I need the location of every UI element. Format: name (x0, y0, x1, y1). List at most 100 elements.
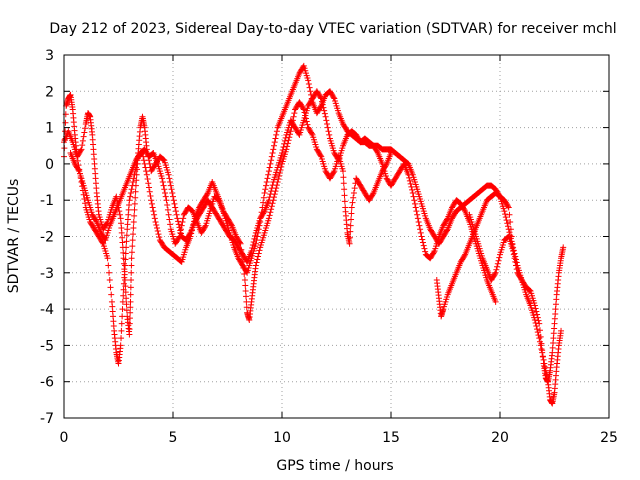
data-point (266, 212, 273, 219)
data-point (149, 204, 156, 211)
data-point (128, 249, 135, 256)
data-point (284, 143, 291, 150)
data-point (248, 248, 255, 255)
data-point (308, 130, 315, 137)
data-point (79, 137, 86, 144)
data-point (285, 137, 292, 144)
data-point (116, 211, 123, 218)
data-point (539, 353, 546, 360)
data-point (558, 327, 565, 334)
data-point (306, 84, 313, 91)
data-point (128, 186, 135, 193)
data-point (275, 176, 282, 183)
data-point (351, 185, 358, 192)
data-point (153, 222, 160, 229)
data-point (347, 228, 354, 235)
data-point (167, 221, 174, 228)
data-point (406, 174, 413, 181)
data-point (120, 255, 127, 262)
data-point (130, 231, 137, 238)
data-point (120, 249, 127, 256)
data-point (123, 238, 130, 245)
data-point (330, 169, 337, 176)
data-point (409, 186, 416, 193)
data-point (418, 233, 425, 240)
data-point (304, 121, 311, 128)
data-point (493, 266, 500, 273)
data-point (267, 160, 274, 167)
data-point (341, 186, 348, 193)
data-point (287, 128, 294, 135)
data-point (154, 225, 161, 232)
data-point (142, 164, 149, 171)
y-tick-label: 1 (45, 121, 54, 137)
data-point (188, 206, 195, 213)
data-point (252, 262, 259, 269)
data-point (305, 81, 312, 88)
data-point (154, 228, 161, 235)
data-point (170, 197, 177, 204)
data-point (422, 248, 429, 255)
data-point (127, 298, 134, 305)
data-point (170, 193, 176, 200)
data-point (119, 313, 126, 320)
data-point (119, 298, 126, 305)
data-point (260, 209, 267, 216)
data-point (502, 214, 509, 221)
data-point (177, 226, 184, 233)
data-point (254, 256, 261, 263)
data-point (268, 153, 275, 160)
data-point (307, 88, 314, 95)
data-point (411, 197, 418, 204)
chart-title: Day 212 of 2023, Sidereal Day-to-day VTE… (49, 21, 616, 37)
data-point (239, 258, 246, 265)
data-point (242, 282, 249, 289)
data-point (325, 128, 332, 135)
data-point (349, 199, 356, 206)
data-point (146, 188, 153, 195)
data-point (410, 193, 417, 200)
data-point (106, 277, 113, 284)
data-point (340, 174, 347, 181)
data-point (341, 192, 348, 199)
data-point (560, 244, 567, 251)
data-point (236, 239, 243, 246)
data-point (273, 185, 280, 192)
data-point (107, 284, 114, 291)
data-point (270, 146, 277, 153)
data-point (159, 175, 166, 182)
data-point (130, 225, 137, 232)
data-point (155, 231, 162, 238)
data-point (538, 346, 545, 353)
data-point (141, 160, 148, 167)
data-point (289, 120, 296, 127)
data-point (128, 255, 135, 262)
series-trace-1 (61, 62, 565, 407)
data-point (151, 211, 158, 218)
data-point (283, 146, 290, 153)
data-point (143, 168, 150, 175)
data-point (269, 200, 276, 207)
data-point (409, 189, 416, 196)
data-point (461, 206, 468, 213)
data-point (249, 241, 256, 248)
data-point (300, 64, 307, 71)
data-point (505, 204, 512, 211)
data-point (417, 226, 424, 233)
data-point (146, 160, 153, 167)
data-point (265, 215, 272, 222)
data-point (301, 109, 308, 116)
data-point (162, 189, 169, 196)
y-tick-label: -4 (40, 302, 54, 318)
data-point (414, 211, 421, 218)
data-point (167, 179, 174, 186)
data-point (127, 304, 134, 311)
data-point (78, 146, 85, 153)
data-point (122, 289, 129, 296)
data-point (163, 197, 170, 204)
data-point (533, 308, 540, 315)
data-point (504, 223, 511, 230)
data-point (118, 335, 125, 342)
data-point (106, 269, 113, 276)
data-point (286, 131, 293, 138)
